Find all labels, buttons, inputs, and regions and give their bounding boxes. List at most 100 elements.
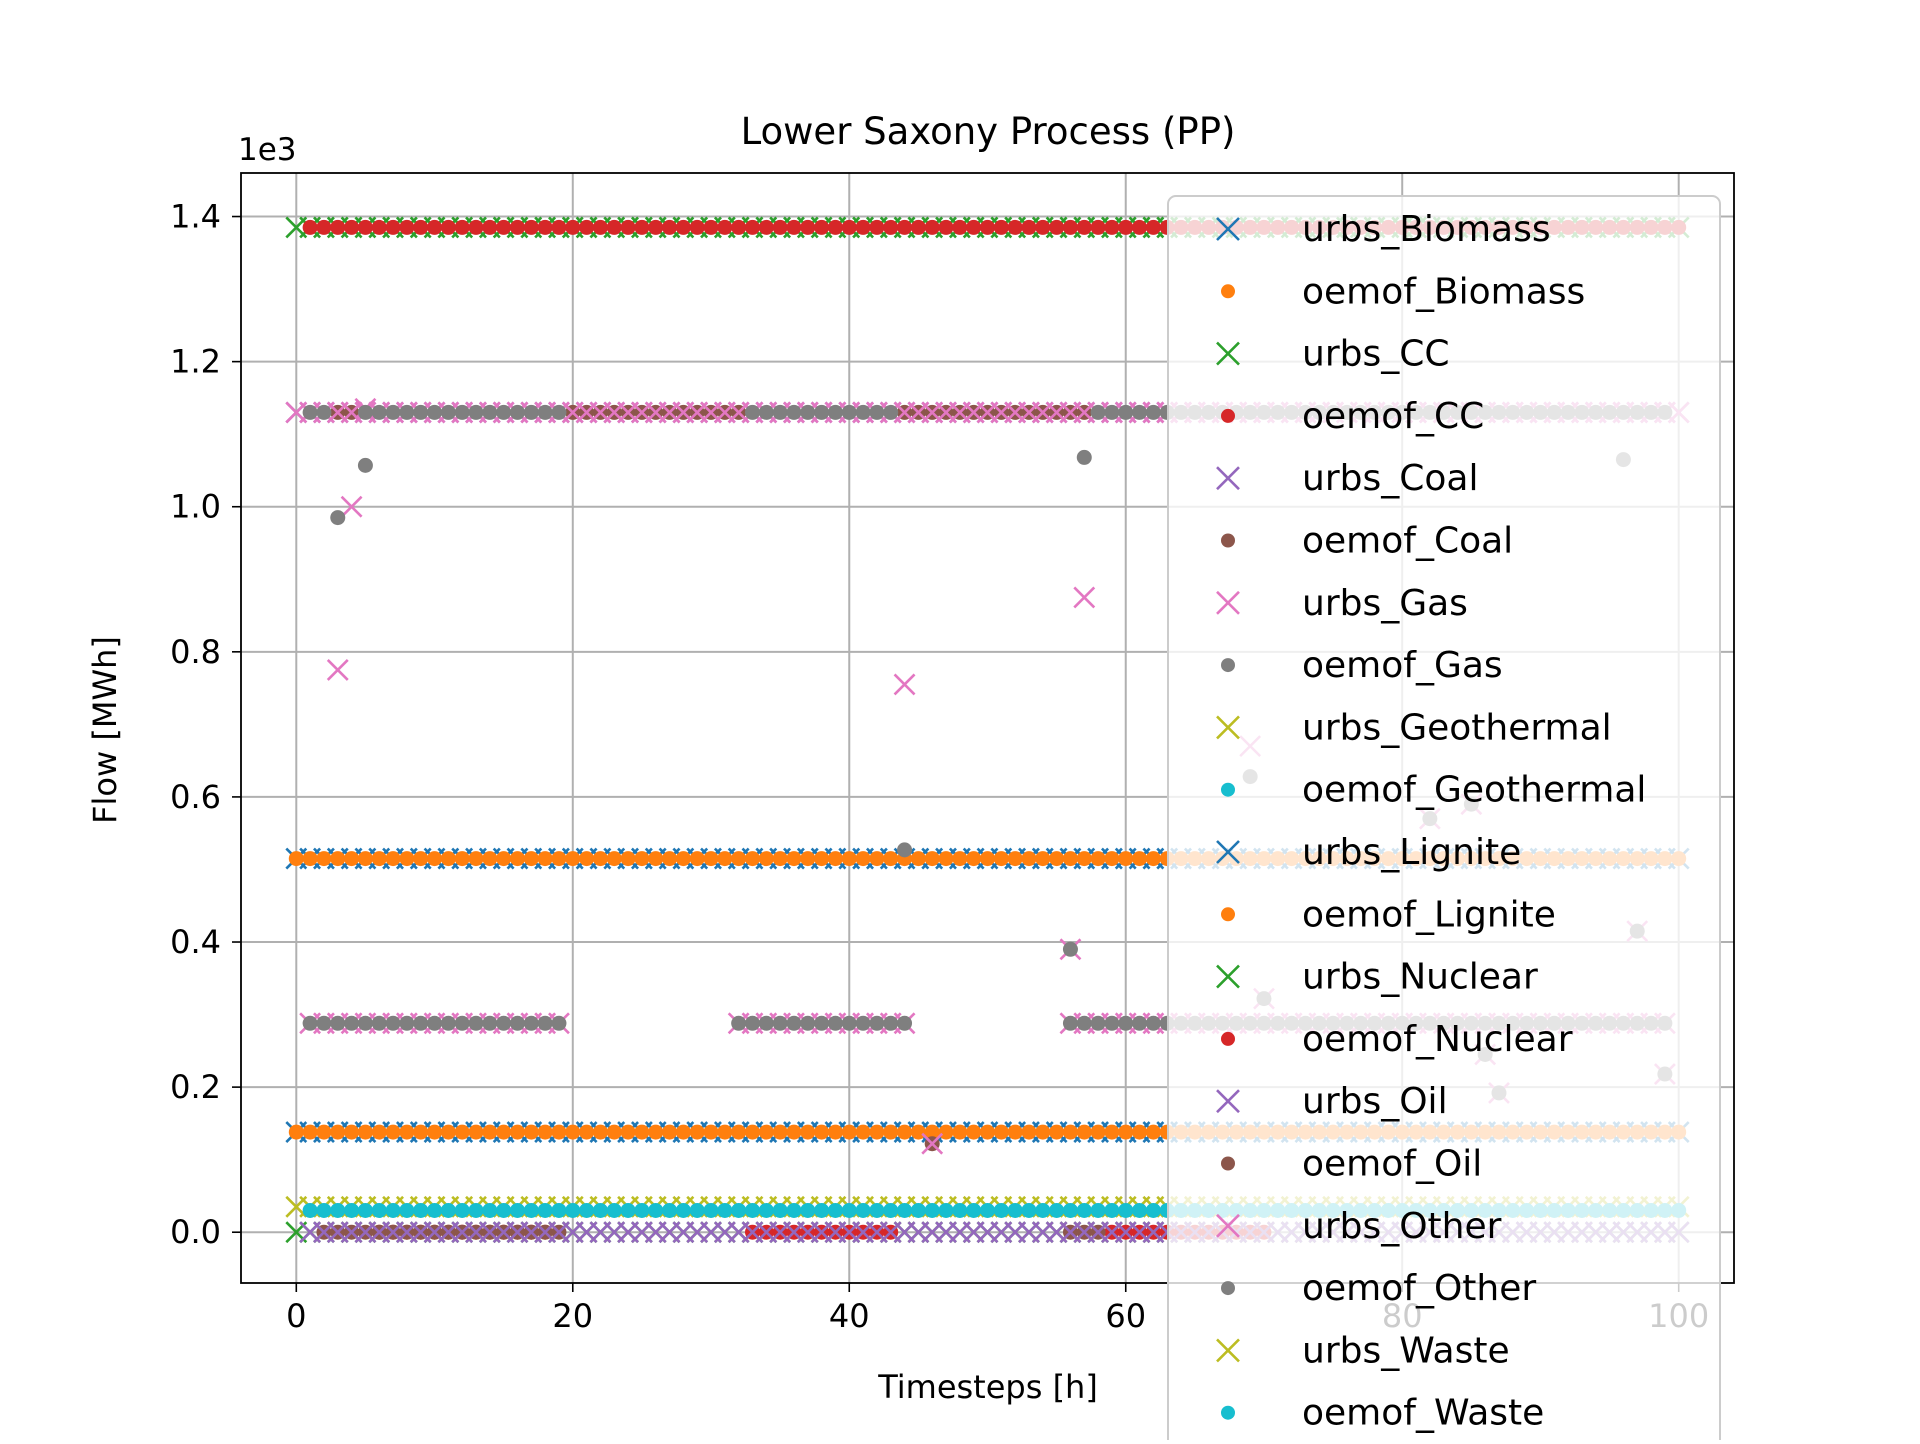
data-point bbox=[288, 851, 304, 867]
legend-marker bbox=[1221, 907, 1235, 922]
legend-item: urbs_CC bbox=[1216, 334, 1450, 375]
data-point bbox=[1049, 1124, 1065, 1140]
data-point bbox=[827, 1015, 843, 1031]
data-point bbox=[800, 219, 816, 235]
legend-label: urbs_Lignite bbox=[1302, 832, 1521, 873]
data-point bbox=[980, 219, 995, 235]
data-point bbox=[869, 1015, 885, 1031]
data-point bbox=[952, 851, 968, 867]
data-point bbox=[399, 1015, 415, 1031]
data-point bbox=[1007, 1124, 1023, 1140]
data-point bbox=[371, 404, 387, 420]
data-point bbox=[731, 219, 747, 235]
data-point bbox=[1145, 219, 1161, 235]
legend-label: urbs_Waste bbox=[1302, 1330, 1510, 1371]
legend-marker bbox=[1221, 284, 1235, 299]
legend-item: urbs_Other bbox=[1216, 1206, 1502, 1247]
data-point bbox=[786, 404, 802, 420]
data-point bbox=[758, 1015, 774, 1031]
data-point bbox=[910, 1202, 926, 1218]
data-point bbox=[482, 851, 498, 867]
data-point bbox=[509, 1202, 525, 1218]
legend-label: oemof_Waste bbox=[1302, 1393, 1544, 1434]
data-point bbox=[1076, 1202, 1092, 1218]
data-point bbox=[551, 1015, 567, 1031]
data-point bbox=[772, 851, 788, 867]
data-point bbox=[344, 219, 360, 235]
data-point bbox=[827, 404, 843, 420]
data-point bbox=[1035, 219, 1051, 235]
data-point bbox=[758, 404, 774, 420]
data-point bbox=[482, 219, 498, 235]
legend-item: urbs_Oil bbox=[1216, 1081, 1448, 1122]
data-point bbox=[1007, 219, 1023, 235]
data-point bbox=[316, 219, 332, 235]
data-point bbox=[869, 404, 885, 420]
data-point bbox=[413, 1124, 429, 1140]
data-point bbox=[606, 851, 622, 867]
legend-label: oemof_CC bbox=[1302, 396, 1484, 437]
data-point bbox=[565, 219, 581, 235]
data-point bbox=[814, 219, 830, 235]
data-point bbox=[924, 1202, 940, 1218]
data-point bbox=[1132, 1015, 1148, 1031]
data-point bbox=[675, 851, 691, 867]
data-point bbox=[841, 1015, 857, 1031]
data-point bbox=[841, 1202, 857, 1218]
legend-label: urbs_CC bbox=[1302, 334, 1450, 375]
y-tick-label: 0.6 bbox=[170, 778, 221, 816]
data-point bbox=[883, 404, 899, 420]
data-point bbox=[537, 1202, 553, 1218]
data-point bbox=[316, 1015, 332, 1031]
data-point bbox=[800, 851, 816, 867]
legend-marker bbox=[1216, 217, 1240, 241]
data-point bbox=[357, 457, 373, 473]
data-point bbox=[399, 1124, 415, 1140]
data-point bbox=[648, 1124, 664, 1140]
data-point bbox=[427, 1124, 443, 1140]
data-point bbox=[800, 1015, 816, 1031]
x-axis-label: Timesteps [h] bbox=[877, 1368, 1098, 1406]
data-point bbox=[675, 1202, 691, 1218]
data-point bbox=[427, 851, 443, 867]
data-point bbox=[966, 219, 982, 235]
data-point bbox=[606, 1124, 622, 1140]
data-point bbox=[1062, 851, 1078, 867]
legend-item: oemof_Nuclear bbox=[1221, 1019, 1573, 1060]
legend-label: urbs_Gas bbox=[1302, 583, 1468, 624]
data-point bbox=[800, 1202, 816, 1218]
data-point bbox=[1118, 1124, 1134, 1140]
legend-item: urbs_Gas bbox=[1216, 583, 1468, 624]
data-point bbox=[786, 851, 802, 867]
data-point bbox=[1062, 1202, 1078, 1218]
data-point bbox=[800, 404, 816, 420]
data-point bbox=[523, 1015, 539, 1031]
data-point bbox=[758, 851, 774, 867]
data-point bbox=[344, 1202, 360, 1218]
data-point bbox=[924, 219, 940, 235]
data-point bbox=[703, 851, 719, 867]
data-point bbox=[744, 1015, 760, 1031]
data-point bbox=[1021, 851, 1037, 867]
data-point bbox=[316, 1202, 332, 1218]
data-point bbox=[662, 219, 678, 235]
data-point bbox=[827, 1124, 843, 1140]
data-point bbox=[675, 219, 691, 235]
legend-marker bbox=[1221, 408, 1235, 423]
data-point bbox=[744, 851, 760, 867]
data-point bbox=[1090, 1015, 1106, 1031]
data-point bbox=[1090, 1124, 1106, 1140]
data-point bbox=[662, 851, 678, 867]
data-point bbox=[786, 1202, 802, 1218]
data-point bbox=[1090, 851, 1106, 867]
data-point bbox=[938, 1202, 954, 1218]
data-point bbox=[357, 1015, 373, 1031]
data-point bbox=[1104, 404, 1120, 420]
data-point bbox=[399, 219, 415, 235]
data-point bbox=[454, 1015, 470, 1031]
legend-box bbox=[1167, 195, 1721, 1444]
data-point bbox=[523, 1124, 539, 1140]
data-point bbox=[496, 1124, 512, 1140]
legend-marker bbox=[1216, 840, 1240, 864]
data-point bbox=[893, 673, 916, 696]
